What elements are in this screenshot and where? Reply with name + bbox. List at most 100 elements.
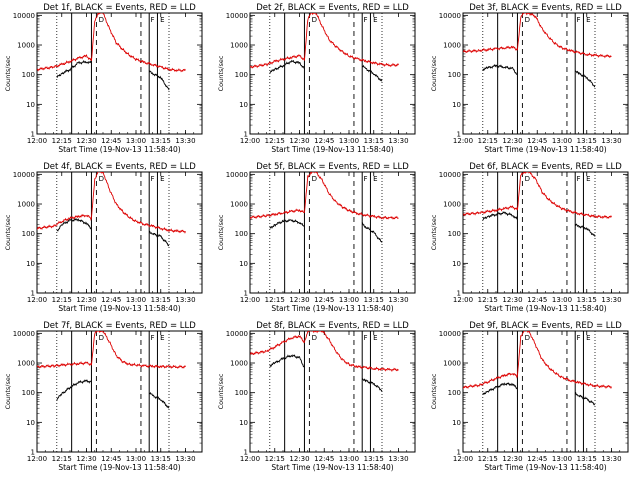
flag-label: D	[312, 334, 317, 342]
x-tick-label: 12:00	[453, 455, 473, 463]
x-tick-label: 12:00	[27, 455, 47, 463]
panel-title: Det 5f, BLACK = Events, RED = LLD	[256, 162, 409, 172]
x-tick-label: 12:30	[502, 455, 522, 463]
x-tick-label: 12:45	[314, 137, 334, 145]
x-tick-label: 13:30	[388, 137, 408, 145]
x-tick-label: 12:45	[101, 137, 121, 145]
x-tick-label: 13:00	[552, 296, 572, 304]
x-tick-label: 12:00	[27, 137, 47, 145]
y-axis-label: Counts/sec	[217, 373, 225, 409]
series-events-line	[56, 60, 170, 91]
plot-area	[250, 331, 399, 452]
x-tick-label: 12:15	[52, 296, 72, 304]
flag-label: F	[576, 334, 580, 342]
y-tick-label: 1000	[230, 360, 248, 368]
x-axis-label: Start Time (19-Nov-13 11:58:40)	[484, 463, 606, 472]
series-events-line	[482, 211, 596, 237]
panel-8: Det 8f, BLACK = Events, RED = LLD 12:00 12…	[217, 321, 416, 472]
panel-title: Det 1f, BLACK = Events, RED = LLD	[43, 3, 196, 13]
series-lld-line	[37, 13, 186, 73]
y-tick-label: 10	[452, 260, 461, 268]
y-axis-label: Counts/sec	[4, 214, 12, 250]
y-axis-label: Counts/sec	[430, 214, 438, 250]
y-tick-label: 10	[26, 101, 35, 109]
x-tick-label: 13:00	[552, 137, 572, 145]
y-tick-label: 1	[457, 290, 461, 298]
flag-label: F	[150, 334, 154, 342]
plot-area	[37, 331, 186, 452]
x-tick-label: 12:30	[289, 137, 309, 145]
y-axis-label: Counts/sec	[430, 55, 438, 91]
x-tick-label: 12:00	[240, 296, 260, 304]
flag-label: E	[160, 175, 164, 183]
flag-label: F	[363, 334, 367, 342]
panel-5: Det 5f, BLACK = Events, RED = LLD 12:00 12…	[217, 162, 416, 313]
x-tick-label: 13:15	[364, 455, 384, 463]
x-axis-label: Start Time (19-Nov-13 11:58:40)	[271, 304, 393, 313]
y-tick-label: 1	[244, 449, 248, 457]
x-tick-label: 12:45	[101, 296, 121, 304]
flag-label: D	[99, 175, 104, 183]
y-tick-label: 10000	[439, 171, 461, 179]
y-tick-label: 1000	[17, 42, 35, 50]
x-tick-label: 12:45	[314, 455, 334, 463]
series-lld-line	[463, 172, 612, 220]
x-tick-label: 12:45	[314, 296, 334, 304]
y-tick-label: 1000	[17, 360, 35, 368]
y-tick-label: 10000	[226, 171, 248, 179]
x-tick-label: 12:45	[527, 455, 547, 463]
flag-label: E	[586, 334, 590, 342]
panel-6: Det 6f, BLACK = Events, RED = LLD 12:00 12…	[430, 162, 629, 313]
flag-label: F	[150, 175, 154, 183]
flag-label: D	[312, 16, 317, 24]
flag-label: D	[525, 334, 530, 342]
x-tick-label: 13:00	[126, 455, 146, 463]
series-lld-line	[463, 331, 612, 389]
x-tick-label: 13:30	[601, 296, 621, 304]
panel-title: Det 7f, BLACK = Events, RED = LLD	[43, 321, 196, 331]
series-lld-line	[250, 172, 399, 220]
x-tick-label: 12:30	[76, 296, 96, 304]
flag-label: E	[586, 16, 590, 24]
panel-title: Det 3f, BLACK = Events, RED = LLD	[469, 3, 622, 13]
series-events-line	[482, 64, 596, 88]
flag-label: D	[312, 175, 317, 183]
x-tick-label: 12:30	[289, 455, 309, 463]
y-tick-label: 1000	[17, 201, 35, 209]
x-tick-label: 12:15	[265, 455, 285, 463]
panel-title: Det 2f, BLACK = Events, RED = LLD	[256, 3, 409, 13]
x-tick-label: 13:15	[577, 455, 597, 463]
y-tick-label: 1	[244, 290, 248, 298]
x-tick-label: 13:30	[601, 137, 621, 145]
y-tick-label: 10	[239, 101, 248, 109]
plot-area	[463, 331, 612, 452]
flag-label: E	[373, 175, 377, 183]
y-tick-label: 1000	[443, 42, 461, 50]
x-tick-label: 12:15	[52, 455, 72, 463]
x-tick-label: 12:00	[240, 455, 260, 463]
x-tick-label: 13:30	[388, 455, 408, 463]
x-tick-label: 12:45	[527, 137, 547, 145]
plot-area	[463, 172, 612, 293]
panel-title: Det 8f, BLACK = Events, RED = LLD	[256, 321, 409, 331]
series-lld-line	[37, 172, 186, 234]
y-axis-label: Counts/sec	[4, 373, 12, 409]
x-tick-label: 12:15	[52, 137, 72, 145]
y-tick-label: 100	[235, 71, 248, 79]
panel-9: Det 9f, BLACK = Events, RED = LLD 12:00 12…	[430, 321, 629, 472]
y-tick-label: 100	[235, 230, 248, 238]
y-tick-label: 1	[31, 131, 35, 139]
y-tick-label: 10	[239, 260, 248, 268]
y-tick-label: 1000	[230, 42, 248, 50]
x-tick-label: 13:00	[339, 296, 359, 304]
plot-frame	[36, 171, 203, 294]
y-tick-label: 10000	[439, 330, 461, 338]
x-tick-label: 13:00	[552, 455, 572, 463]
y-tick-label: 100	[22, 71, 35, 79]
x-axis-label: Start Time (19-Nov-13 11:58:40)	[58, 304, 180, 313]
x-tick-label: 13:15	[151, 455, 171, 463]
flag-label: E	[160, 16, 164, 24]
x-tick-label: 12:30	[502, 296, 522, 304]
flag-label: F	[150, 16, 154, 24]
